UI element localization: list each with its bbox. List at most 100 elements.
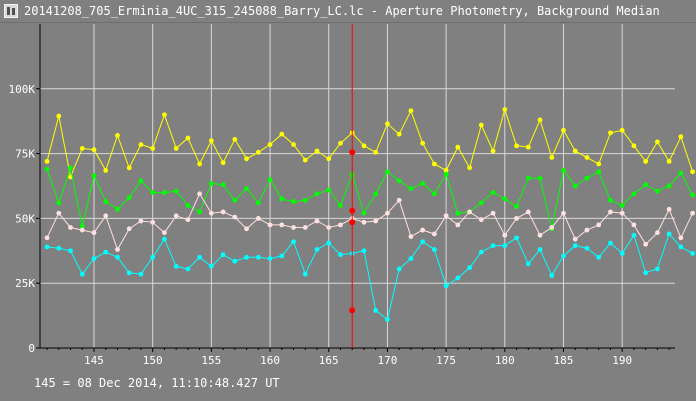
data-point-pink: [608, 209, 613, 215]
data-point-yellow: [561, 127, 566, 133]
series-pink: [44, 191, 696, 252]
data-point-cyan: [197, 254, 203, 260]
data-point-green: [302, 197, 308, 203]
y-tick-label: 50K: [15, 212, 35, 225]
data-point-cyan: [220, 252, 226, 258]
data-point-cyan: [490, 243, 496, 249]
data-point-yellow: [478, 122, 484, 128]
data-point-cyan: [690, 250, 696, 256]
chart-cursor-layer[interactable]: [349, 24, 356, 348]
data-point-cyan: [232, 258, 238, 264]
data-point-green: [385, 169, 390, 175]
data-point-pink: [467, 209, 472, 215]
data-point-cyan: [666, 231, 672, 237]
series-cyan: [44, 231, 696, 322]
data-point-pink: [666, 206, 672, 212]
data-point-green: [654, 188, 660, 194]
data-point-green: [44, 166, 50, 172]
data-point-pink: [314, 218, 320, 224]
data-point-cyan: [373, 308, 379, 313]
data-point-cyan: [361, 248, 367, 254]
chart-grid: [40, 24, 675, 348]
data-point-pink: [255, 216, 261, 221]
x-tick-label: 185: [554, 354, 574, 367]
data-point-green: [126, 195, 132, 201]
data-point-cyan: [502, 243, 508, 249]
chart-series-layer: [44, 107, 696, 322]
data-point-cyan: [173, 263, 179, 269]
data-point-yellow: [678, 134, 684, 140]
data-point-green: [537, 175, 543, 181]
data-point-cyan: [549, 273, 555, 278]
data-point-pink: [455, 222, 461, 228]
cursor-marker: [349, 307, 356, 314]
title-bar[interactable]: 20141208_705_Erminia_4UC_315_245088_Barr…: [0, 0, 696, 23]
cursor-marker: [349, 149, 356, 156]
data-point-cyan: [631, 232, 637, 238]
data-point-cyan: [150, 254, 156, 260]
data-point-cyan: [514, 235, 519, 241]
x-tick-label: 155: [201, 354, 221, 367]
data-point-cyan: [408, 256, 414, 261]
x-tick-label: 175: [436, 354, 456, 367]
data-point-green: [572, 183, 578, 189]
data-point-cyan: [478, 249, 484, 255]
data-point-green: [103, 199, 109, 204]
data-point-yellow: [490, 148, 496, 154]
data-point-yellow: [44, 158, 50, 164]
data-point-yellow: [619, 127, 625, 133]
chart-axes: [36, 24, 675, 352]
data-point-cyan: [138, 271, 144, 277]
data-point-yellow: [197, 161, 203, 167]
lightcurve-app-icon[interactable]: [4, 4, 18, 18]
data-point-cyan: [467, 265, 472, 271]
data-point-green: [220, 182, 226, 188]
data-point-green: [197, 209, 203, 215]
data-point-yellow: [255, 149, 261, 155]
data-point-green: [596, 169, 602, 175]
data-point-pink: [126, 226, 132, 232]
data-point-green: [396, 178, 402, 184]
data-point-pink: [244, 226, 249, 232]
y-tick-label: 75K: [15, 148, 35, 161]
x-tick-label: 165: [319, 354, 339, 367]
data-point-yellow: [431, 161, 437, 167]
cursor-marker: [349, 219, 356, 226]
data-point-yellow: [467, 165, 472, 171]
data-point-cyan: [525, 261, 531, 267]
data-point-green: [584, 175, 590, 181]
data-point-green: [608, 197, 613, 203]
data-point-pink: [561, 210, 566, 216]
data-point-green: [291, 199, 296, 204]
data-point-yellow: [138, 142, 144, 147]
data-point-pink: [185, 217, 191, 223]
data-point-pink: [572, 236, 578, 242]
data-point-yellow: [267, 142, 273, 147]
data-point-green: [690, 192, 696, 198]
data-point-yellow: [314, 148, 320, 154]
data-point-pink: [68, 225, 73, 230]
x-tick-label: 150: [143, 354, 163, 367]
data-point-green: [68, 165, 73, 171]
data-point-green: [208, 181, 214, 186]
data-point-green: [514, 204, 519, 210]
data-point-yellow: [220, 160, 226, 166]
data-point-cyan: [208, 263, 214, 269]
data-point-green: [255, 200, 261, 206]
data-point-pink: [678, 235, 684, 241]
cursor-marker: [349, 207, 356, 214]
data-point-pink: [643, 241, 649, 247]
data-point-green: [420, 181, 426, 186]
data-point-cyan: [654, 266, 660, 272]
data-point-green: [431, 191, 437, 197]
data-point-cyan: [385, 317, 390, 322]
data-point-pink: [443, 213, 449, 219]
data-point-yellow: [525, 144, 531, 150]
data-point-green: [56, 200, 62, 206]
data-point-pink: [420, 227, 426, 233]
data-point-yellow: [584, 155, 590, 160]
data-point-green: [502, 196, 508, 202]
x-tick-label: 170: [377, 354, 397, 367]
